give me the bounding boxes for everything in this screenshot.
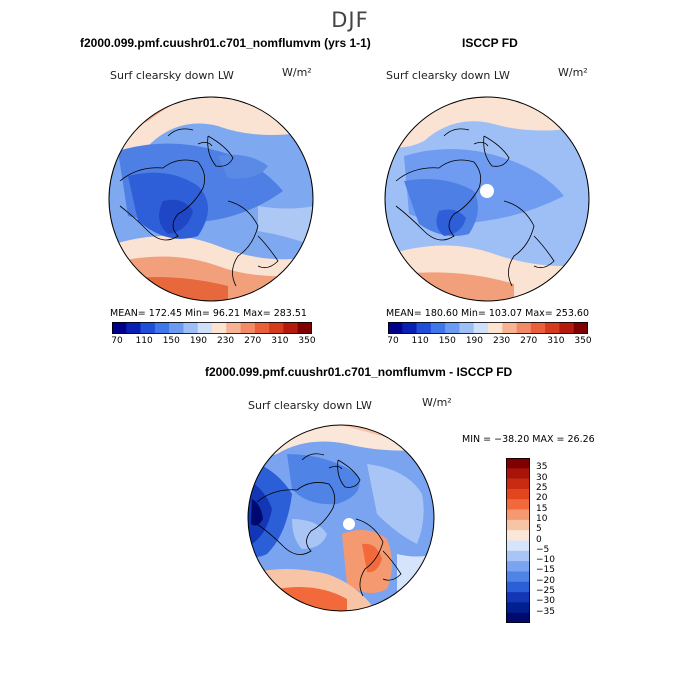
obs-colorbar-swatch: [545, 322, 560, 334]
diff-colorbar-tick-label: −15: [536, 565, 555, 576]
obs-colorbar-swatch: [459, 322, 475, 334]
model-colorbar-tick-label: 270: [244, 336, 262, 346]
diff-colorbar-tick-label: −25: [536, 586, 555, 597]
diff-colorbar-swatch: [506, 540, 530, 552]
model-colorbar-tick-label: 230: [216, 336, 235, 346]
diff-field-label: Surf clearsky down LW: [248, 399, 372, 412]
diff-colorbar-swatch: [506, 458, 530, 469]
diff-colorbar-swatch: [506, 499, 530, 510]
model-colorbar-swatch: [297, 322, 312, 334]
obs-colorbar-tick-label: 150: [438, 336, 456, 346]
obs-colorbar-swatch: [473, 322, 489, 334]
diff-colorbar-tick-label: 25: [536, 482, 548, 493]
obs-colorbar-tick-label: 270: [520, 336, 538, 346]
diff-colorbar-swatch: [506, 509, 530, 521]
diff-colorbar-tick-label: 0: [536, 534, 542, 545]
model-colorbar-swatch: [169, 322, 184, 334]
obs-colorbar-swatch: [559, 322, 575, 334]
obs-colorbar-tick-label: 230: [492, 336, 511, 346]
model-colorbar-tick-label: 350: [298, 336, 316, 346]
obs-stats: MEAN= 180.60 Min= 103.07 Max= 253.60: [386, 308, 590, 319]
model-colorbar-swatch: [183, 322, 199, 334]
model-colorbar-swatch: [240, 322, 256, 334]
diff-colorbar-tick-label: 20: [536, 493, 548, 504]
obs-colorbar-tick-label: 310: [547, 336, 565, 346]
obs-colorbar-swatch: [430, 322, 446, 334]
model-colorbar-labels: 70 110 150 190 230 270 310 350: [111, 336, 315, 348]
model-colorbar-swatch: [112, 322, 127, 334]
model-field-label: Surf clearsky down LW: [110, 69, 234, 82]
obs-colorbar-tick-label: 70: [387, 336, 399, 346]
obs-colorbar-tick-label: 110: [411, 336, 429, 346]
model-colorbar-swatch: [197, 322, 213, 334]
obs-colorbar-labels: 70 110 150 190 230 270 310 350: [387, 336, 591, 348]
obs-colorbar-swatch: [445, 322, 460, 334]
obs-colorbar-swatch: [502, 322, 517, 334]
diff-colorbar-tick-label: 5: [536, 524, 542, 535]
obs-colorbar-swatch: [388, 322, 403, 334]
diff-units-label: W/m²: [422, 396, 452, 409]
obs-colorbar-swatch: [402, 322, 417, 334]
diff-minmax: MIN = −38.20 MAX = 26.26: [462, 434, 595, 445]
diff-colorbar-swatch: [506, 612, 530, 623]
model-units-label: W/m²: [282, 66, 312, 79]
diff-colorbar-swatch: [506, 519, 530, 531]
model-panel-title: f2000.099.pmf.cuushr01.c701_nomflumvm (y…: [80, 36, 371, 50]
model-polar-map: [108, 96, 314, 302]
diff-colorbar-tick-label: −5: [536, 544, 550, 555]
diff-colorbar-swatch: [506, 561, 530, 572]
diff-colorbar-labels: 35 30 25 20 15 10 5 0 −5 −10 −15 −20 −25 −30 −35: [536, 458, 576, 623]
obs-field-label: Surf clearsky down LW: [386, 69, 510, 82]
diff-colorbar-swatch: [506, 468, 530, 479]
obs-units-label: W/m²: [558, 66, 588, 79]
diff-colorbar-tick-label: 10: [536, 513, 548, 524]
season-title: DJF: [331, 8, 369, 32]
diff-colorbar-swatch: [506, 602, 530, 613]
obs-colorbar-tick-label: 190: [465, 336, 484, 346]
model-colorbar-swatch: [154, 322, 170, 334]
diff-panel-title: f2000.099.pmf.cuushr01.c701_nomflumvm - …: [205, 365, 513, 379]
diff-colorbar-tick-label: −20: [536, 575, 555, 586]
diff-colorbar-tick-label: 35: [536, 462, 548, 473]
model-colorbar-tick-label: 110: [135, 336, 153, 346]
diff-colorbar-swatch: [506, 478, 530, 490]
diff-colorbar-tick-label: −10: [536, 555, 555, 566]
obs-colorbar-swatch: [416, 322, 432, 334]
diff-colorbar-swatch: [506, 592, 530, 603]
diff-colorbar-swatch: [506, 530, 530, 541]
diff-colorbar: [506, 458, 530, 623]
model-colorbar-tick-label: 190: [189, 336, 208, 346]
obs-colorbar: [388, 322, 588, 334]
model-colorbar: [112, 322, 312, 334]
diff-colorbar-tick-label: −35: [536, 606, 555, 617]
model-colorbar-swatch: [283, 322, 299, 334]
model-colorbar-tick-label: 70: [111, 336, 123, 346]
model-colorbar-swatch: [226, 322, 241, 334]
model-colorbar-swatch: [254, 322, 270, 334]
diff-colorbar-swatch: [506, 550, 530, 562]
obs-colorbar-tick-label: 350: [574, 336, 592, 346]
model-colorbar-swatch: [212, 322, 227, 334]
diff-colorbar-tick-label: 30: [536, 472, 548, 483]
diff-colorbar-tick-label: −30: [536, 596, 555, 607]
model-stats: MEAN= 172.45 Min= 96.21 Max= 283.51: [110, 308, 307, 319]
obs-colorbar-swatch: [530, 322, 546, 334]
obs-colorbar-swatch: [516, 322, 532, 334]
obs-panel-title: ISCCP FD: [462, 36, 518, 50]
model-colorbar-tick-label: 150: [162, 336, 180, 346]
model-colorbar-swatch: [126, 322, 141, 334]
diff-colorbar-swatch: [506, 488, 530, 500]
model-colorbar-tick-label: 310: [271, 336, 289, 346]
model-colorbar-swatch: [140, 322, 156, 334]
diff-colorbar-tick-label: 15: [536, 503, 548, 514]
obs-colorbar-swatch: [573, 322, 588, 334]
obs-colorbar-swatch: [488, 322, 503, 334]
diff-colorbar-swatch: [506, 581, 530, 593]
obs-polar-map: [384, 96, 590, 302]
model-colorbar-swatch: [269, 322, 284, 334]
diff-polar-map: [247, 424, 435, 612]
diff-colorbar-swatch: [506, 571, 530, 583]
